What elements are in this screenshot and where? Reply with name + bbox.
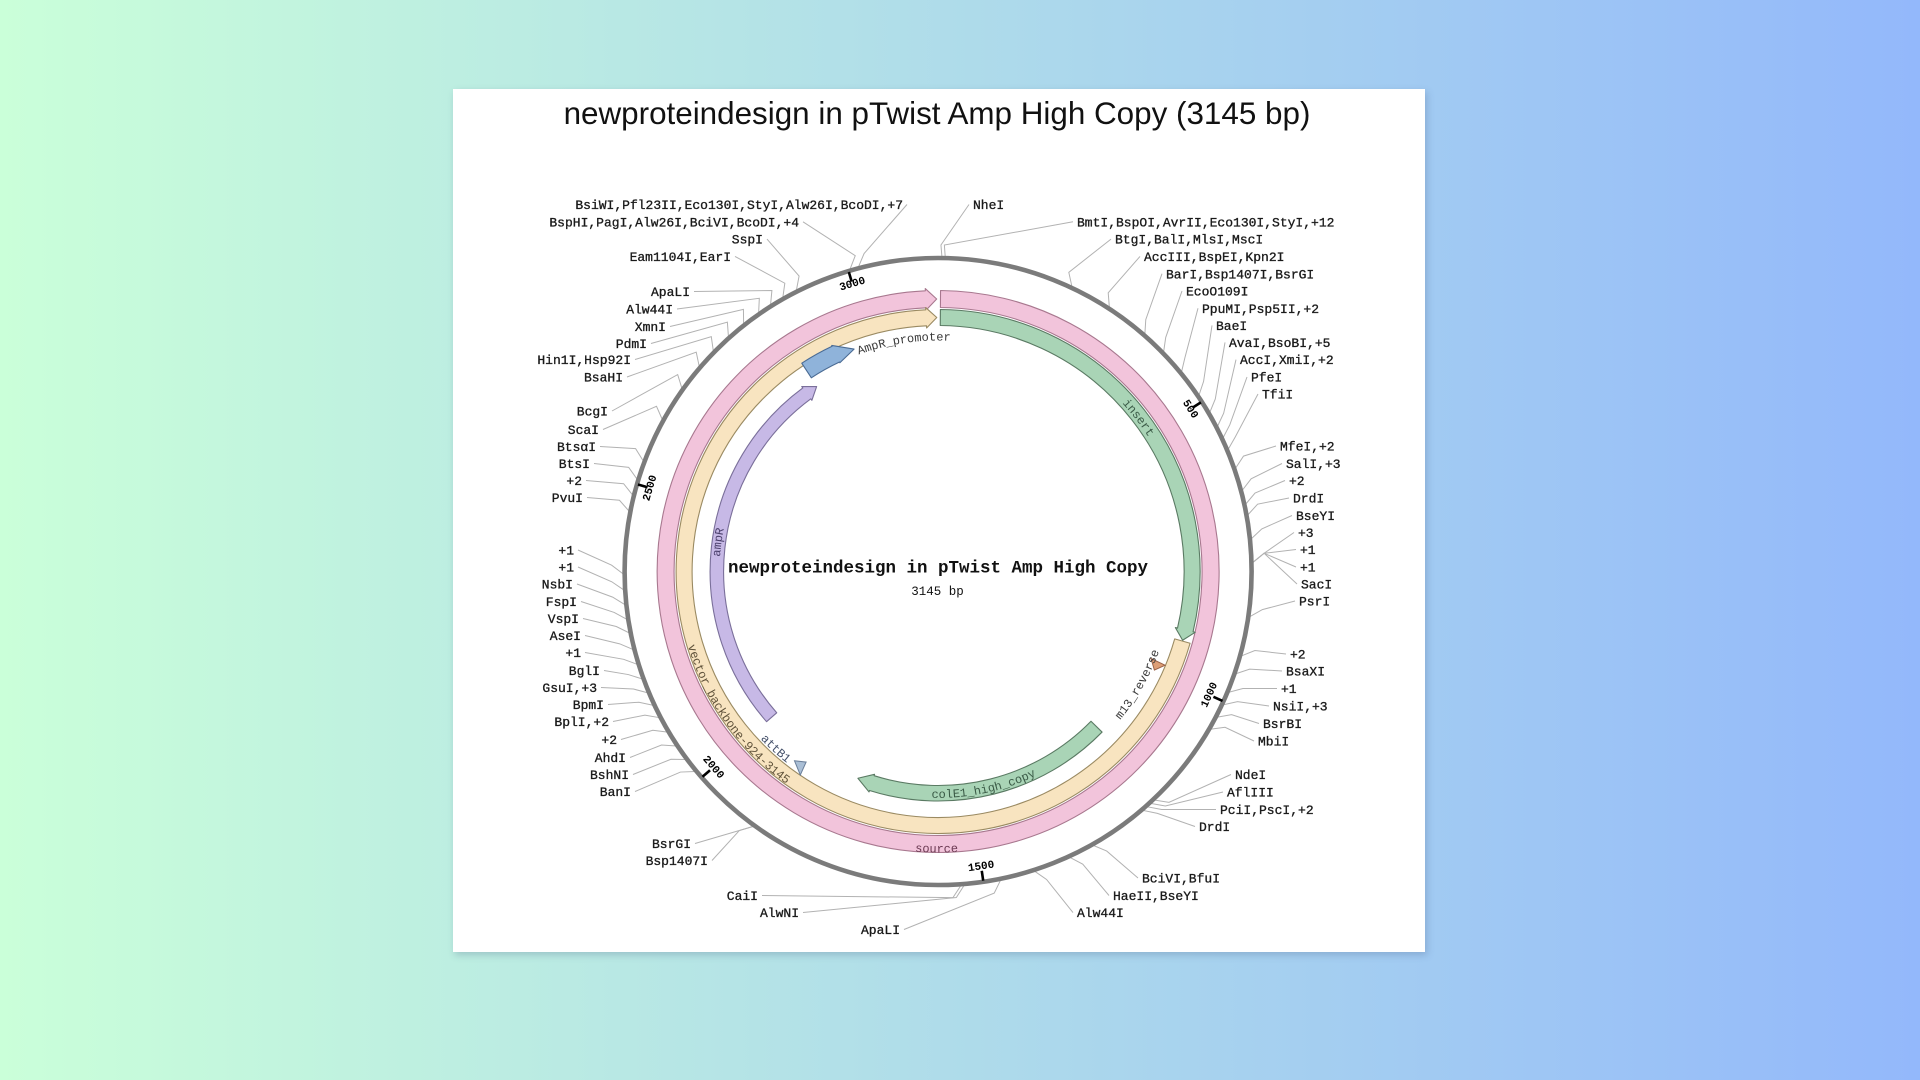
- svg-text:NdeI: NdeI: [1235, 768, 1266, 783]
- svg-text:ScaI: ScaI: [568, 423, 599, 438]
- svg-text:SalI,+3: SalI,+3: [1286, 457, 1341, 472]
- svg-text:Eam1104I,EarI: Eam1104I,EarI: [630, 250, 731, 265]
- svg-text:EcoO109I: EcoO109I: [1186, 285, 1248, 300]
- svg-text:+1: +1: [558, 561, 574, 576]
- svg-text:BseYI: BseYI: [1296, 509, 1335, 524]
- svg-text:3145 bp: 3145 bp: [911, 585, 964, 599]
- svg-text:AccI,XmiI,+2: AccI,XmiI,+2: [1240, 353, 1334, 368]
- svg-text:+2: +2: [601, 733, 617, 748]
- svg-text:AccIII,BspEI,Kpn2I: AccIII,BspEI,Kpn2I: [1144, 250, 1284, 265]
- svg-text:source: source: [915, 842, 959, 857]
- svg-text:3000: 3000: [838, 275, 867, 294]
- svg-text:BaeI: BaeI: [1216, 319, 1247, 334]
- svg-text:NsiI,+3: NsiI,+3: [1273, 700, 1328, 715]
- svg-text:BanI: BanI: [600, 785, 631, 800]
- svg-text:DrdI: DrdI: [1199, 820, 1230, 835]
- svg-text:BmtI,BspOI,AvrII,Eco130I,StyI,: BmtI,BspOI,AvrII,Eco130I,StyI,+12: [1077, 215, 1334, 230]
- svg-text:DrdI: DrdI: [1293, 492, 1324, 507]
- svg-text:newproteindesign in pTwist Amp: newproteindesign in pTwist Amp High Copy: [728, 559, 1149, 579]
- svg-text:BarI,Bsp1407I,BsrGI: BarI,Bsp1407I,BsrGI: [1166, 267, 1314, 282]
- svg-text:Hin1I,Hsp92I: Hin1I,Hsp92I: [537, 353, 631, 368]
- svg-text:PciI,PscI,+2: PciI,PscI,+2: [1220, 803, 1314, 818]
- svg-text:AlwNI: AlwNI: [760, 906, 799, 921]
- svg-text:BpmI: BpmI: [573, 698, 604, 713]
- svg-text:2500: 2500: [641, 474, 660, 503]
- svg-text:Alw44I: Alw44I: [626, 303, 673, 318]
- svg-text:ApaLI: ApaLI: [651, 285, 690, 300]
- svg-text:Alw44I: Alw44I: [1077, 906, 1124, 921]
- svg-text:BsiWI,Pfl23II,Eco130I,StyI,Alw: BsiWI,Pfl23II,Eco130I,StyI,Alw26I,BcoDI,…: [575, 198, 903, 213]
- svg-text:FspI: FspI: [546, 595, 577, 610]
- svg-text:newproteindesign in pTwist Amp: newproteindesign in pTwist Amp High Copy…: [564, 96, 1311, 131]
- svg-text:BglI: BglI: [569, 664, 600, 679]
- svg-text:+1: +1: [558, 544, 574, 559]
- svg-text:CaiI: CaiI: [727, 889, 758, 904]
- svg-text:AvaI,BsoBI,+5: AvaI,BsoBI,+5: [1229, 336, 1330, 351]
- svg-text:BshNI: BshNI: [590, 768, 629, 783]
- svg-text:PvuI: PvuI: [552, 491, 583, 506]
- svg-text:BciVI,BfuI: BciVI,BfuI: [1142, 872, 1220, 887]
- svg-text:+1: +1: [1300, 543, 1316, 558]
- svg-text:PfeI: PfeI: [1251, 371, 1282, 386]
- svg-text:SspI: SspI: [732, 233, 763, 248]
- svg-text:ampR: ampR: [710, 527, 728, 558]
- svg-text:XmnI: XmnI: [635, 320, 666, 335]
- svg-text:HaeII,BseYI: HaeII,BseYI: [1113, 889, 1199, 904]
- svg-text:1500: 1500: [967, 860, 995, 876]
- svg-text:NheI: NheI: [973, 198, 1004, 213]
- svg-text:+2: +2: [1290, 648, 1306, 663]
- svg-text:BspHI,PagI,Alw26I,BciVI,BcoDI,: BspHI,PagI,Alw26I,BciVI,BcoDI,+4: [549, 215, 799, 230]
- svg-text:PsrI: PsrI: [1299, 595, 1330, 610]
- svg-text:BsrGI: BsrGI: [652, 837, 691, 852]
- svg-text:BsaHI: BsaHI: [584, 371, 623, 386]
- svg-text:VspI: VspI: [548, 612, 579, 627]
- svg-text:colE1_high_copy: colE1_high_copy: [931, 767, 1038, 802]
- svg-text:BsaXI: BsaXI: [1286, 665, 1325, 680]
- svg-text:+2: +2: [1289, 474, 1305, 489]
- svg-text:TfiI: TfiI: [1262, 388, 1293, 403]
- svg-text:BtsI: BtsI: [559, 457, 590, 472]
- svg-text:BcgI: BcgI: [577, 405, 608, 420]
- svg-text:SacI: SacI: [1301, 578, 1332, 593]
- svg-text:BsrBI: BsrBI: [1263, 717, 1302, 732]
- svg-text:BtsαI: BtsαI: [557, 440, 596, 455]
- svg-text:+1: +1: [1300, 561, 1316, 576]
- svg-text:1000: 1000: [1199, 681, 1221, 710]
- svg-text:+2: +2: [566, 474, 582, 489]
- svg-text:Bsp1407I: Bsp1407I: [646, 854, 708, 869]
- svg-text:AseI: AseI: [550, 629, 581, 644]
- svg-text:+3: +3: [1298, 526, 1314, 541]
- svg-text:MfeI,+2: MfeI,+2: [1280, 440, 1335, 455]
- svg-text:MbiI: MbiI: [1258, 735, 1289, 750]
- svg-text:AhdI: AhdI: [595, 751, 626, 766]
- svg-text:ApaLI: ApaLI: [861, 923, 900, 938]
- svg-text:NsbI: NsbI: [542, 578, 573, 593]
- svg-text:+1: +1: [565, 646, 581, 661]
- svg-text:500: 500: [1179, 398, 1200, 421]
- svg-text:PpuMI,Psp5II,+2: PpuMI,Psp5II,+2: [1202, 302, 1319, 317]
- svg-text:+1: +1: [1281, 682, 1297, 697]
- svg-text:BtgI,BalI,MlsI,MscI: BtgI,BalI,MlsI,MscI: [1115, 233, 1263, 248]
- svg-text:GsuI,+3: GsuI,+3: [542, 681, 597, 696]
- svg-text:AflIII: AflIII: [1227, 786, 1274, 801]
- svg-text:BplI,+2: BplI,+2: [554, 715, 609, 730]
- svg-text:PdmI: PdmI: [616, 337, 647, 352]
